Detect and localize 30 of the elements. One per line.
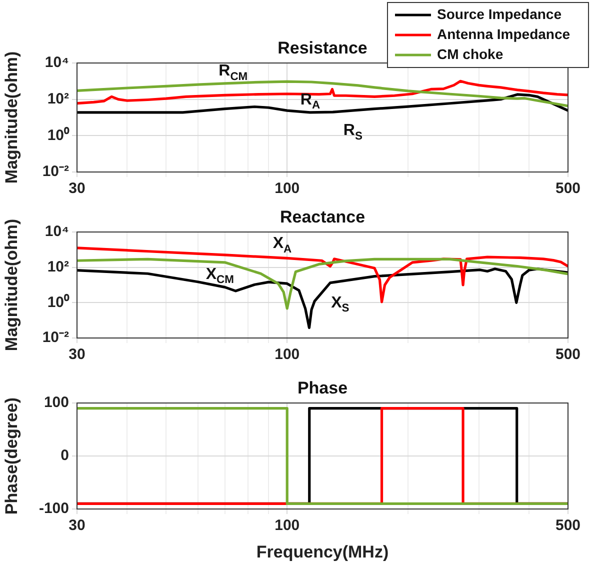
x-tick-label: 100: [274, 180, 300, 198]
x-tick-label: 30: [68, 346, 86, 364]
chart-title: Phase: [297, 378, 348, 398]
x-tick-label: 500: [555, 180, 581, 198]
y-tick-label: 10²: [47, 258, 69, 276]
x-tick-label: 30: [68, 180, 86, 198]
y-tick-label: 10²: [47, 90, 69, 108]
y-axis-title: Phase(degree): [2, 397, 21, 515]
y-tick-label: 10⁰: [47, 126, 70, 144]
legend-label: Source Impedance: [437, 6, 562, 22]
y-tick-label: 10⁻²: [42, 329, 69, 346]
x-axis-title: Frequency(MHz): [256, 542, 389, 562]
x-tick-label: 500: [555, 346, 581, 364]
y-axis-title: Magnitude(ohm): [2, 218, 21, 352]
legend-label: Antenna Impedance: [437, 26, 570, 42]
y-tick-label: 100: [44, 394, 69, 412]
x-tick-label: 100: [274, 346, 300, 364]
y-tick-label: 0: [60, 447, 69, 464]
y-tick-label: -100: [38, 500, 69, 518]
x-tick-label: 30: [68, 517, 86, 534]
y-tick-label: 10⁻²: [42, 163, 69, 180]
y-tick-label: 10⁴: [44, 223, 69, 240]
y-tick-label: 10⁴: [44, 54, 69, 72]
y-tick-label: 10⁰: [47, 292, 70, 311]
legend-label: CM choke: [437, 46, 504, 62]
x-tick-label: 100: [274, 517, 300, 534]
chart-title: Resistance: [278, 38, 368, 58]
x-tick-label: 500: [555, 517, 581, 534]
y-axis-title: Magnitude(ohm): [2, 51, 21, 184]
chart-title: Reactance: [280, 208, 366, 227]
